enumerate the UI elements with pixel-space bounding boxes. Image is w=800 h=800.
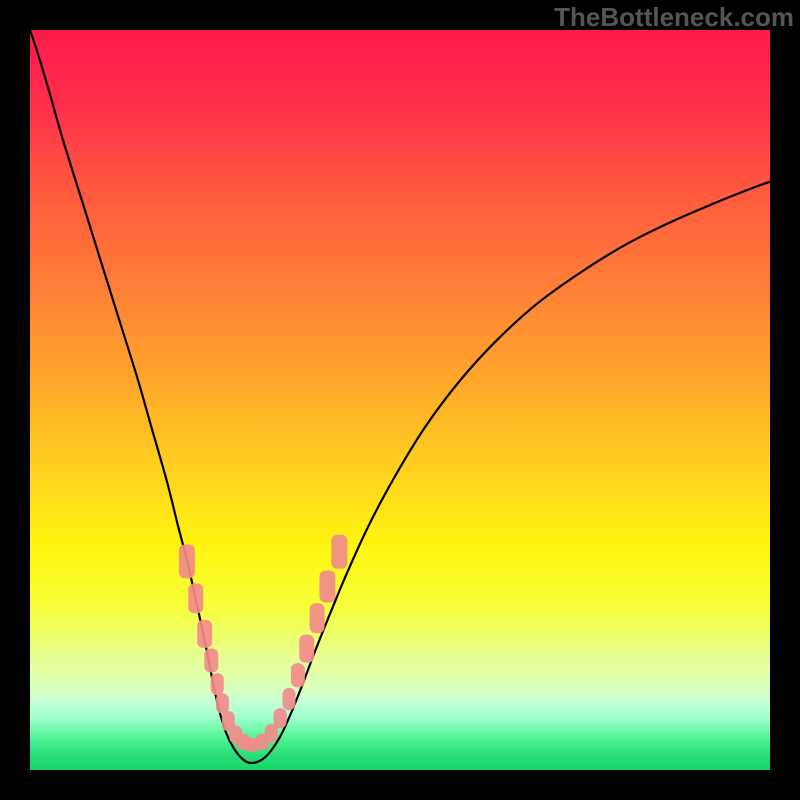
watermark-text: TheBottleneck.com (554, 2, 794, 33)
plot-area (30, 30, 770, 770)
marker-point (274, 708, 287, 728)
marker-point (310, 603, 325, 633)
marker-point (331, 535, 347, 569)
marker-point (299, 635, 314, 663)
marker-point (291, 663, 305, 687)
marker-point (283, 688, 296, 710)
marker-point (179, 544, 195, 578)
data-markers (30, 30, 770, 770)
chart-frame: TheBottleneck.com (0, 0, 800, 800)
marker-point (204, 648, 218, 672)
marker-point (188, 583, 203, 613)
marker-point (211, 673, 224, 695)
marker-point (197, 620, 212, 648)
marker-point (216, 693, 229, 713)
marker-point (319, 570, 335, 602)
